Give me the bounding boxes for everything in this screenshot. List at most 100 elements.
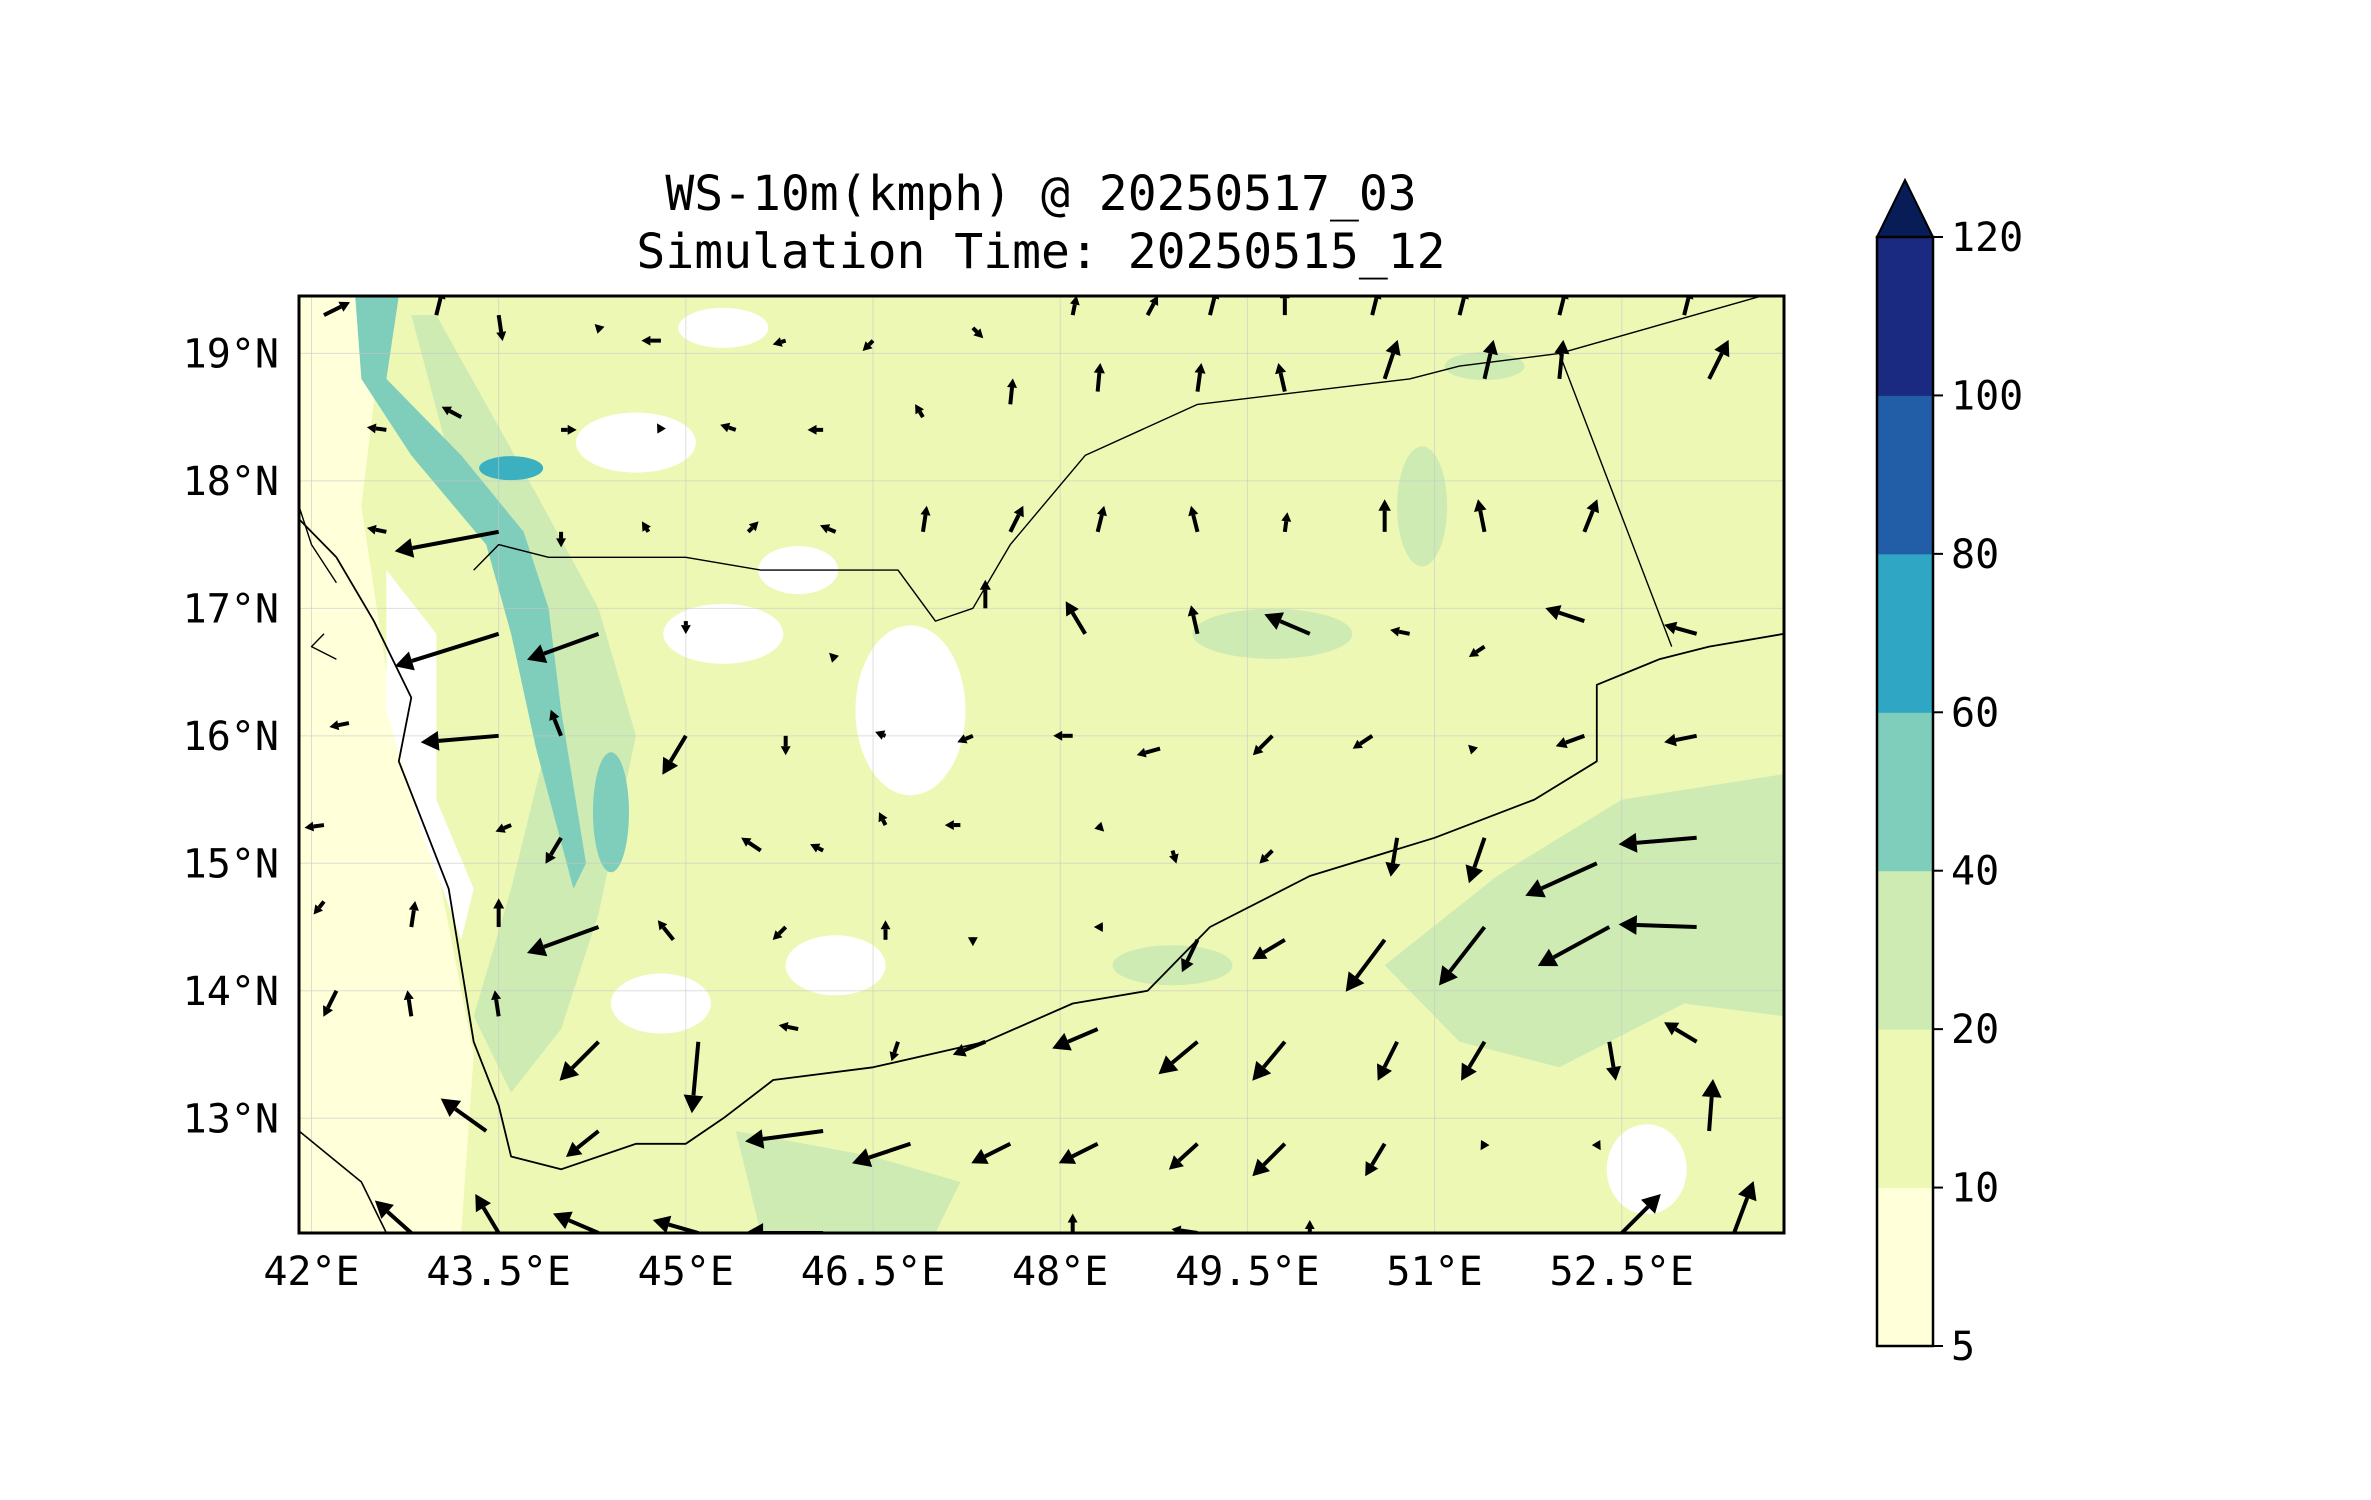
y-tick-label: 17°N xyxy=(183,586,279,632)
wind-vector xyxy=(1058,1141,1099,1164)
wind-vector xyxy=(820,524,837,534)
wind-vector xyxy=(807,424,824,435)
wind-vector xyxy=(1264,612,1311,636)
wind-vector xyxy=(1461,1040,1487,1081)
wind-vector xyxy=(366,423,387,434)
field-white-f xyxy=(610,973,711,1034)
colorbar-segment xyxy=(1877,712,1933,872)
wind-vector xyxy=(772,337,787,347)
wind-vector xyxy=(1095,505,1107,533)
x-tick-label: 52.5°E xyxy=(1550,1249,1695,1295)
coastline-farasan xyxy=(299,506,337,584)
wind-vector xyxy=(403,990,414,1017)
wind-vector xyxy=(1525,861,1598,898)
colorbar-label: 100 xyxy=(1951,373,2023,419)
field-high-a xyxy=(1192,608,1353,659)
wind-vector xyxy=(495,823,512,833)
wind-vector xyxy=(780,735,791,756)
wind-vector xyxy=(641,521,651,533)
wind-vector xyxy=(957,733,974,744)
wind-vector xyxy=(1065,601,1087,635)
wind-vector xyxy=(420,731,499,751)
y-tick-label: 15°N xyxy=(183,841,279,887)
field-west-low xyxy=(299,296,474,1233)
wind-vector xyxy=(496,314,507,342)
wind-vector xyxy=(1378,499,1391,532)
y-axis-ticks: 13°N 14°N 15°N 16°N 17°N 18°N 19°N xyxy=(183,331,279,1142)
colorbar-segment xyxy=(1877,553,1933,713)
colorbar-frame xyxy=(1875,235,1935,1348)
wind-vector xyxy=(915,404,925,419)
wind-vector xyxy=(556,531,566,548)
wind-vector xyxy=(641,335,661,346)
wind-vector xyxy=(657,920,675,942)
x-axis-ticks: 42°E 43.5°E 45°E 46.5°E 48°E 49.5°E 51°E 52.5°E xyxy=(263,1249,1694,1295)
wind-vector xyxy=(1252,1142,1287,1177)
wind-vector xyxy=(1555,733,1586,749)
wind-vector xyxy=(561,424,577,435)
wind-vector xyxy=(1067,1213,1078,1233)
wind-vector xyxy=(662,734,688,775)
y-tick-label: 16°N xyxy=(183,714,279,760)
wind-vector xyxy=(1252,1040,1287,1081)
wind-vector xyxy=(889,1041,900,1062)
colorbar-label: 20 xyxy=(1951,1007,1999,1053)
map-frame xyxy=(297,294,1786,1235)
wind-vector xyxy=(1094,821,1105,832)
colorbar-label: 5 xyxy=(1951,1324,1975,1370)
wind-vector xyxy=(545,836,563,864)
wind-vector xyxy=(329,720,350,731)
wind-vector xyxy=(1007,378,1017,405)
coastline-arabia xyxy=(299,518,1784,1171)
wind-vector xyxy=(527,925,600,957)
wind-vector xyxy=(394,529,500,558)
wind-vector xyxy=(1618,915,1697,935)
wind-vector xyxy=(440,1098,488,1133)
wind-vector xyxy=(878,812,888,826)
y-tick-label: 13°N xyxy=(183,1096,279,1142)
wind-vector xyxy=(971,326,984,339)
wind-vector xyxy=(394,631,500,671)
colorbar-label: 80 xyxy=(1951,532,1999,578)
chart-title: WS-10m(kmph) @ 20250517_03 xyxy=(665,166,1416,222)
wind-vector xyxy=(1365,1142,1387,1177)
border-saudi-yemen xyxy=(473,296,1765,622)
wind-vector xyxy=(1465,837,1487,884)
wind-vector xyxy=(1468,644,1486,657)
wind-vector xyxy=(1145,296,1159,317)
wind-vector xyxy=(374,1200,413,1233)
field-strong-c xyxy=(479,456,544,481)
wind-vector xyxy=(323,989,339,1017)
border-yemen-islands xyxy=(310,633,337,660)
wind-vector xyxy=(1352,734,1374,749)
wind-vector xyxy=(553,1211,600,1233)
wind-vector xyxy=(1482,339,1498,380)
x-tick-label: 48°E xyxy=(1012,1249,1108,1295)
x-tick-label: 49.5°E xyxy=(1175,1249,1320,1295)
wind-vector xyxy=(952,1039,987,1057)
wind-vector xyxy=(1136,746,1161,758)
wind-vector xyxy=(1252,734,1274,756)
x-tick-label: 46.5°E xyxy=(801,1249,946,1295)
wind-vector xyxy=(852,1141,912,1167)
wind-speed-field xyxy=(299,296,1784,1233)
field-white-a xyxy=(575,412,696,473)
x-tick-label: 43.5°E xyxy=(426,1249,571,1295)
wind-vector xyxy=(1070,296,1080,316)
wind-vector xyxy=(1382,339,1401,380)
x-tick-label: 45°E xyxy=(638,1249,734,1295)
wind-vector xyxy=(1582,499,1599,533)
wind-vector xyxy=(1732,1181,1757,1233)
map-panel xyxy=(299,296,1784,1233)
wind-vector xyxy=(1480,1140,1490,1151)
y-tick-label: 19°N xyxy=(183,331,279,377)
wind-vector xyxy=(1664,621,1698,636)
y-tick-label: 14°N xyxy=(183,969,279,1015)
wind-vector xyxy=(408,901,419,928)
wind-vector xyxy=(366,524,387,535)
coastline-and-borders xyxy=(299,296,1784,1233)
field-high-b xyxy=(1397,446,1448,567)
wind-vector xyxy=(323,301,350,317)
wind-vector xyxy=(829,652,839,663)
wind-vector xyxy=(741,837,762,853)
